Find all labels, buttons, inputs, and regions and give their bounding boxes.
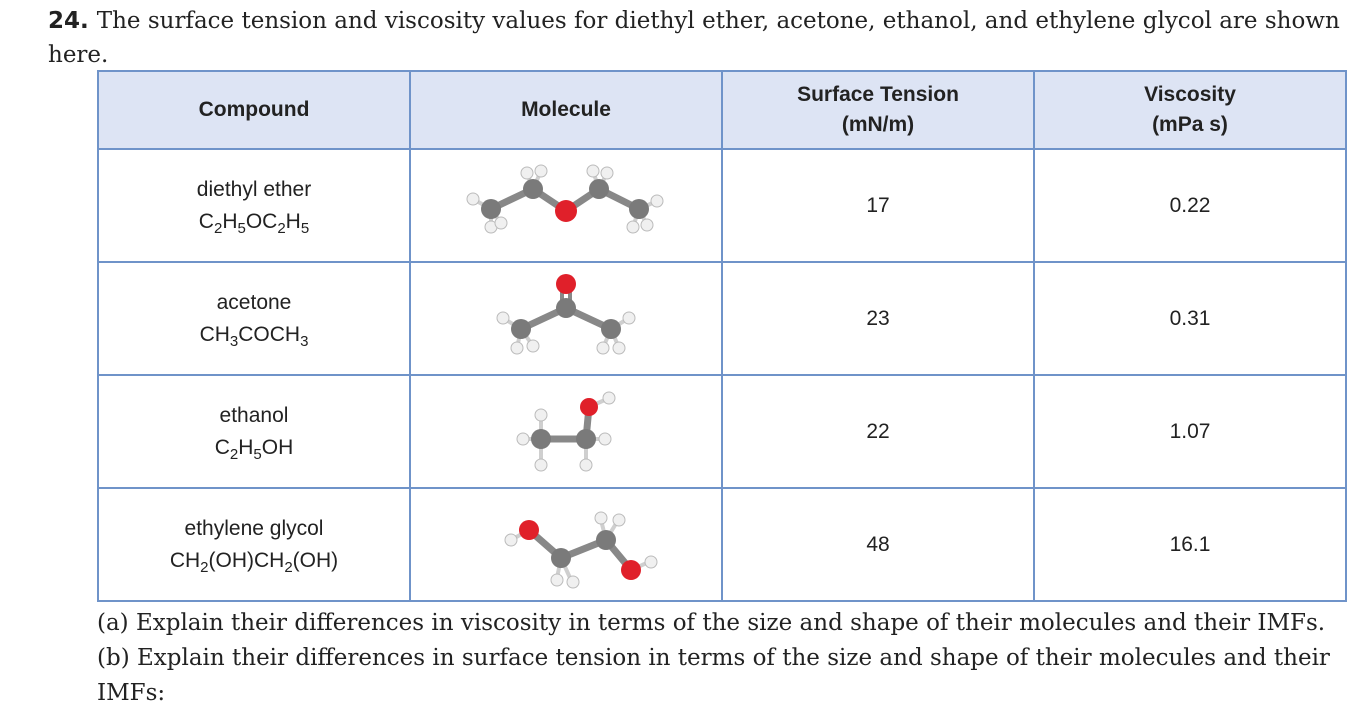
table-row: diethyl ether C2H5OC2H5 (97, 148, 1347, 263)
surface-tension-value: 48 (721, 487, 1035, 602)
header-molecule: Molecule (409, 70, 723, 150)
acetone-molecule-icon (496, 273, 636, 354)
molecule-cell (409, 487, 723, 602)
header-surface-tension: Surface Tension (mN/m) (721, 70, 1035, 150)
compound-formula: CH2(OH)CH2(OH) (169, 548, 339, 576)
properties-table: Compound Molecule Surface Tension (mN/m)… (97, 70, 1347, 602)
compound-formula: CH3COCH3 (199, 322, 309, 350)
surface-tension-value: 23 (721, 261, 1035, 376)
compound-name: ethylene glycol (184, 516, 324, 540)
molecule-cell (409, 374, 723, 489)
viscosity-value: 0.31 (1033, 261, 1347, 376)
surface-tension-value: 17 (721, 148, 1035, 263)
ethylene-glycol-molecule-icon (504, 511, 658, 588)
compound-name: diethyl ether (196, 177, 312, 201)
compound-name: ethanol (219, 403, 289, 427)
viscosity-value: 1.07 (1033, 374, 1347, 489)
question-number: 24. (48, 8, 89, 34)
surface-tension-value: 22 (721, 374, 1035, 489)
compound-cell: ethylene glycol CH2(OH)CH2(OH) (97, 487, 411, 602)
part-a: (a) Explain their differences in viscosi… (97, 610, 1326, 636)
compound-cell: ethanol C2H5OH (97, 374, 411, 489)
compound-formula: C2H5OH (214, 435, 294, 463)
table-row: ethanol C2H5OH (97, 374, 1347, 489)
diethyl-ether-molecule-icon (466, 164, 664, 233)
answer-prompts: (a) Explain their differences in viscosi… (97, 606, 1347, 711)
compound-cell: acetone CH3COCH3 (97, 261, 411, 376)
table-header-row: Compound Molecule Surface Tension (mN/m)… (97, 70, 1347, 150)
compound-formula: C2H5OC2H5 (198, 209, 310, 237)
compound-name: acetone (216, 290, 292, 314)
compound-cell: diethyl ether C2H5OC2H5 (97, 148, 411, 263)
header-compound: Compound (97, 70, 411, 150)
part-b: (b) Explain their differences in surface… (97, 645, 1330, 706)
header-viscosity: Viscosity (mPa s) (1033, 70, 1347, 150)
question-text: 24. The surface tension and viscosity val… (48, 4, 1348, 72)
question-prompt: The surface tension and viscosity values… (48, 8, 1340, 68)
table-row: acetone CH3COCH3 (97, 261, 1347, 376)
molecule-cell (409, 148, 723, 263)
table-row: ethylene glycol CH2(OH)CH2(OH) (97, 487, 1347, 602)
viscosity-value: 0.22 (1033, 148, 1347, 263)
viscosity-value: 16.1 (1033, 487, 1347, 602)
ethanol-molecule-icon (516, 391, 616, 471)
molecule-cell (409, 261, 723, 376)
